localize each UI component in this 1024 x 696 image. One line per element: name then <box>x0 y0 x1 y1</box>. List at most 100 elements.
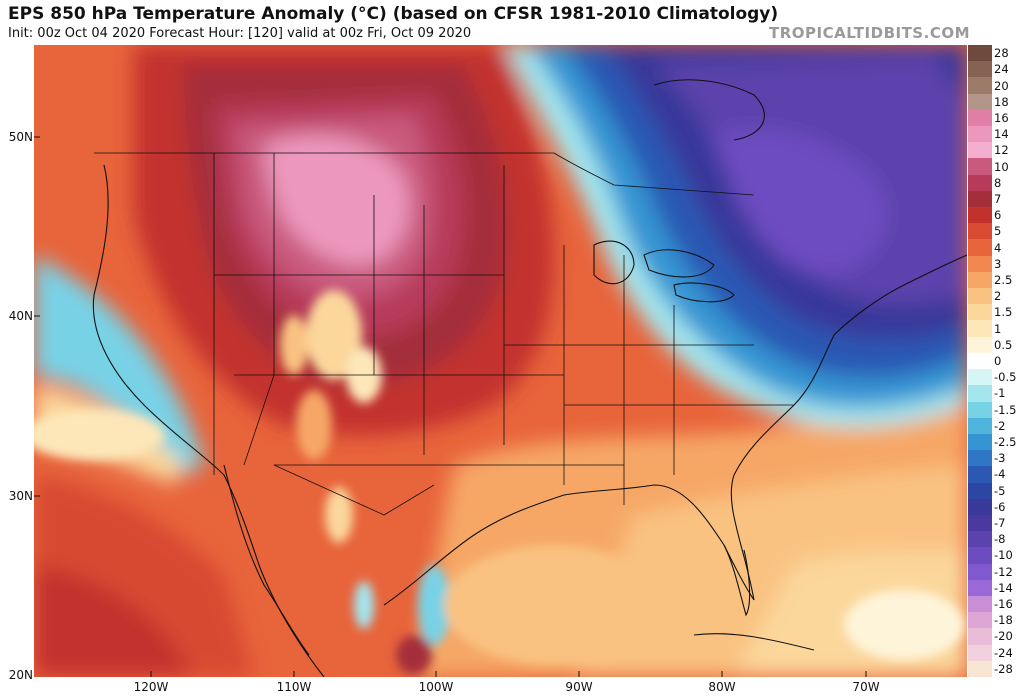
colorbar-label: -28 <box>994 661 1013 676</box>
colorbar-row: 20 <box>968 77 1023 94</box>
colorbar-swatch <box>968 109 992 127</box>
colorbar-label: -1.5 <box>994 402 1017 417</box>
colorbar-swatch <box>968 563 992 580</box>
colorbar-label: -7 <box>994 516 1006 531</box>
colorbar-swatch <box>968 514 992 532</box>
colorbar-row: 1.5 <box>968 304 1023 321</box>
colorbar-label: 2 <box>994 289 1002 304</box>
colorbar-row: -4 <box>968 466 1023 483</box>
lon-label-90w: 90W <box>565 680 593 694</box>
colorbar-label: -14 <box>994 580 1013 595</box>
colorbar-swatch <box>968 628 992 645</box>
colorbar-swatch <box>968 369 992 386</box>
colorbar-swatch <box>968 239 992 256</box>
colorbar-swatch <box>968 77 992 94</box>
colorbar-swatch <box>968 579 992 596</box>
anomaly-field <box>34 45 967 677</box>
colorbar-label: 7 <box>994 191 1002 206</box>
colorbar-row: -7 <box>968 514 1023 532</box>
colorbar-row: -14 <box>968 579 1023 596</box>
colorbar-swatch <box>968 255 992 272</box>
colorbar-swatch <box>968 190 992 208</box>
colorbar-row: -28 <box>968 660 1023 677</box>
colorbar-swatch <box>968 288 992 305</box>
colorbar-swatch <box>968 482 992 499</box>
colorbar-row: -1.5 <box>968 401 1023 418</box>
colorbar-label: 16 <box>994 110 1009 125</box>
colorbar-label: 1.5 <box>994 305 1013 320</box>
site-credit: TROPICALTIDBITS.COM <box>769 24 970 42</box>
colorbar-row: 2 <box>968 288 1023 305</box>
colorbar-label: -0.5 <box>994 370 1017 385</box>
colorbar-label: -2.5 <box>994 435 1017 450</box>
colorbar-swatch <box>968 612 992 629</box>
colorbar-row: -2 <box>968 417 1023 434</box>
colorbar-label: 2.5 <box>994 272 1013 287</box>
lon-label-70w: 70W <box>852 680 880 694</box>
colorbar-label: 18 <box>994 94 1009 109</box>
colorbar-label: -18 <box>994 613 1013 628</box>
colorbar-row: -5 <box>968 482 1023 499</box>
colorbar-label: 0 <box>994 353 1002 368</box>
colorbar-swatch <box>968 336 992 353</box>
lat-label-30n: 30N <box>8 489 33 503</box>
colorbar-swatch <box>968 304 992 321</box>
colorbar-label: 3 <box>994 256 1002 271</box>
graticule-ticks <box>34 136 867 677</box>
colorbar-swatch <box>968 385 992 402</box>
colorbar-row: -18 <box>968 612 1023 629</box>
colorbar-swatch <box>968 547 992 564</box>
colorbar-label: -5 <box>994 483 1006 498</box>
map-title: EPS 850 hPa Temperature Anomaly (°C) (ba… <box>8 4 779 24</box>
colorbar-swatch <box>968 174 992 191</box>
colorbar-label: 28 <box>994 46 1009 61</box>
colorbar-swatch <box>968 93 992 110</box>
colorbar-label: 14 <box>994 127 1009 142</box>
colorbar-label: -10 <box>994 548 1013 563</box>
colorbar-row: -3 <box>968 450 1023 467</box>
colorbar-label: 0.5 <box>994 337 1013 352</box>
colorbar-row: -12 <box>968 563 1023 580</box>
colorbar-swatch <box>968 223 992 240</box>
colorbar-row: 4 <box>968 239 1023 256</box>
colorbar-label: -8 <box>994 532 1006 547</box>
colorbar-row: 28 <box>968 45 1023 62</box>
colorbar-row: 3 <box>968 255 1023 272</box>
colorbar-row: 16 <box>968 109 1023 127</box>
colorbar-row: -10 <box>968 547 1023 564</box>
colorbar-label: 8 <box>994 175 1002 190</box>
colorbar-label: 6 <box>994 208 1002 223</box>
lat-label-20n: 20N <box>8 668 33 682</box>
colorbar-label: 24 <box>994 62 1009 77</box>
colorbar-swatch <box>968 466 992 483</box>
colorbar-row: 10 <box>968 158 1023 175</box>
colorbar-swatch <box>968 595 992 613</box>
colorbar-row: -8 <box>968 531 1023 548</box>
state-borders <box>94 152 794 516</box>
colorbar-swatch <box>968 433 992 451</box>
colorbar-label: -12 <box>994 564 1013 579</box>
colorbar-swatch <box>968 417 992 434</box>
colorbar-row: 1 <box>968 320 1023 337</box>
lon-label-100w: 100W <box>418 680 454 694</box>
colorbar-label: -4 <box>994 467 1006 482</box>
colorbar-label: -6 <box>994 499 1006 514</box>
lat-label-40n: 40N <box>8 309 33 323</box>
colorbar-row: 24 <box>968 61 1023 78</box>
colorbar-label: -2 <box>994 418 1006 433</box>
colorbar-row: -20 <box>968 628 1023 645</box>
colorbar-swatch <box>968 271 992 289</box>
colorbar-swatch <box>968 142 992 159</box>
colorbar-row: 8 <box>968 174 1023 191</box>
colorbar-row: 14 <box>968 126 1023 143</box>
colorbar-row: -2.5 <box>968 433 1023 451</box>
colorbar-row: -16 <box>968 595 1023 613</box>
colorbar-swatch <box>968 498 992 515</box>
colorbar-swatch <box>968 531 992 548</box>
colorbar-row: 12 <box>968 142 1023 159</box>
colorbar-row: -0.5 <box>968 369 1023 386</box>
lat-label-50n: 50N <box>8 130 33 144</box>
colorbar-label: -24 <box>994 645 1013 660</box>
colorbar-swatch <box>968 401 992 418</box>
colorbar-row: 0.5 <box>968 336 1023 353</box>
